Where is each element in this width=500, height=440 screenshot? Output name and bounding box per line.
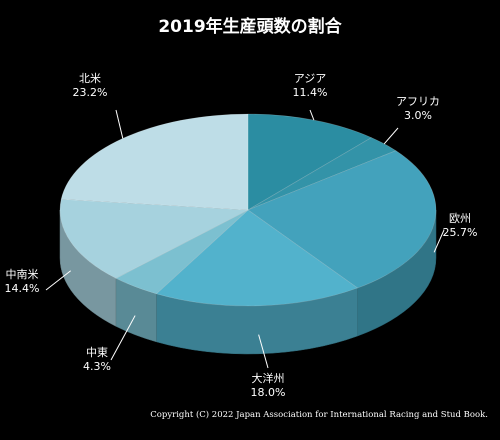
slice-value-1: 11.4% [293, 86, 328, 99]
leader-line-1 [309, 109, 315, 121]
pie-slice-5 [115, 209, 249, 295]
slice-label-7: 北米 [79, 72, 101, 85]
slice-label-5: 中東 [86, 346, 108, 359]
leader-line-3 [433, 229, 445, 253]
slice-value-7: 23.2% [73, 86, 108, 99]
slice-label-2: アフリカ [396, 95, 440, 108]
slice-value-2: 3.0% [404, 109, 432, 122]
pie-slice-2 [247, 137, 397, 211]
pie-slice-4 [155, 209, 359, 307]
slice-value-6: 14.4% [5, 282, 40, 295]
pie-top [59, 113, 437, 307]
pie-slice-6 [59, 198, 250, 279]
leader-line-5 [110, 315, 136, 361]
slice-label-6: 中南米 [6, 268, 39, 281]
slice-label-1: アジア [294, 72, 327, 85]
pie-slice-7 [60, 113, 249, 211]
slice-label-4: 大洋州 [252, 371, 285, 385]
slice-value-5: 4.3% [83, 360, 111, 373]
slice-label-3: 欧州 [449, 212, 471, 225]
leader-line-4 [258, 334, 269, 369]
copyright-notice: Copyright (C) 2022 Japan Association for… [150, 410, 488, 420]
slice-value-4: 18.0% [251, 386, 286, 399]
slice-value-3: 25.7% [443, 226, 478, 239]
pie-slice-3 [247, 150, 437, 289]
pie-slice-1 [247, 113, 373, 211]
leader-line-2 [383, 127, 399, 145]
leader-line-7 [115, 109, 124, 139]
chart-title: 2019年生産頭数の割合 [158, 17, 342, 37]
leader-line-6 [45, 270, 72, 291]
